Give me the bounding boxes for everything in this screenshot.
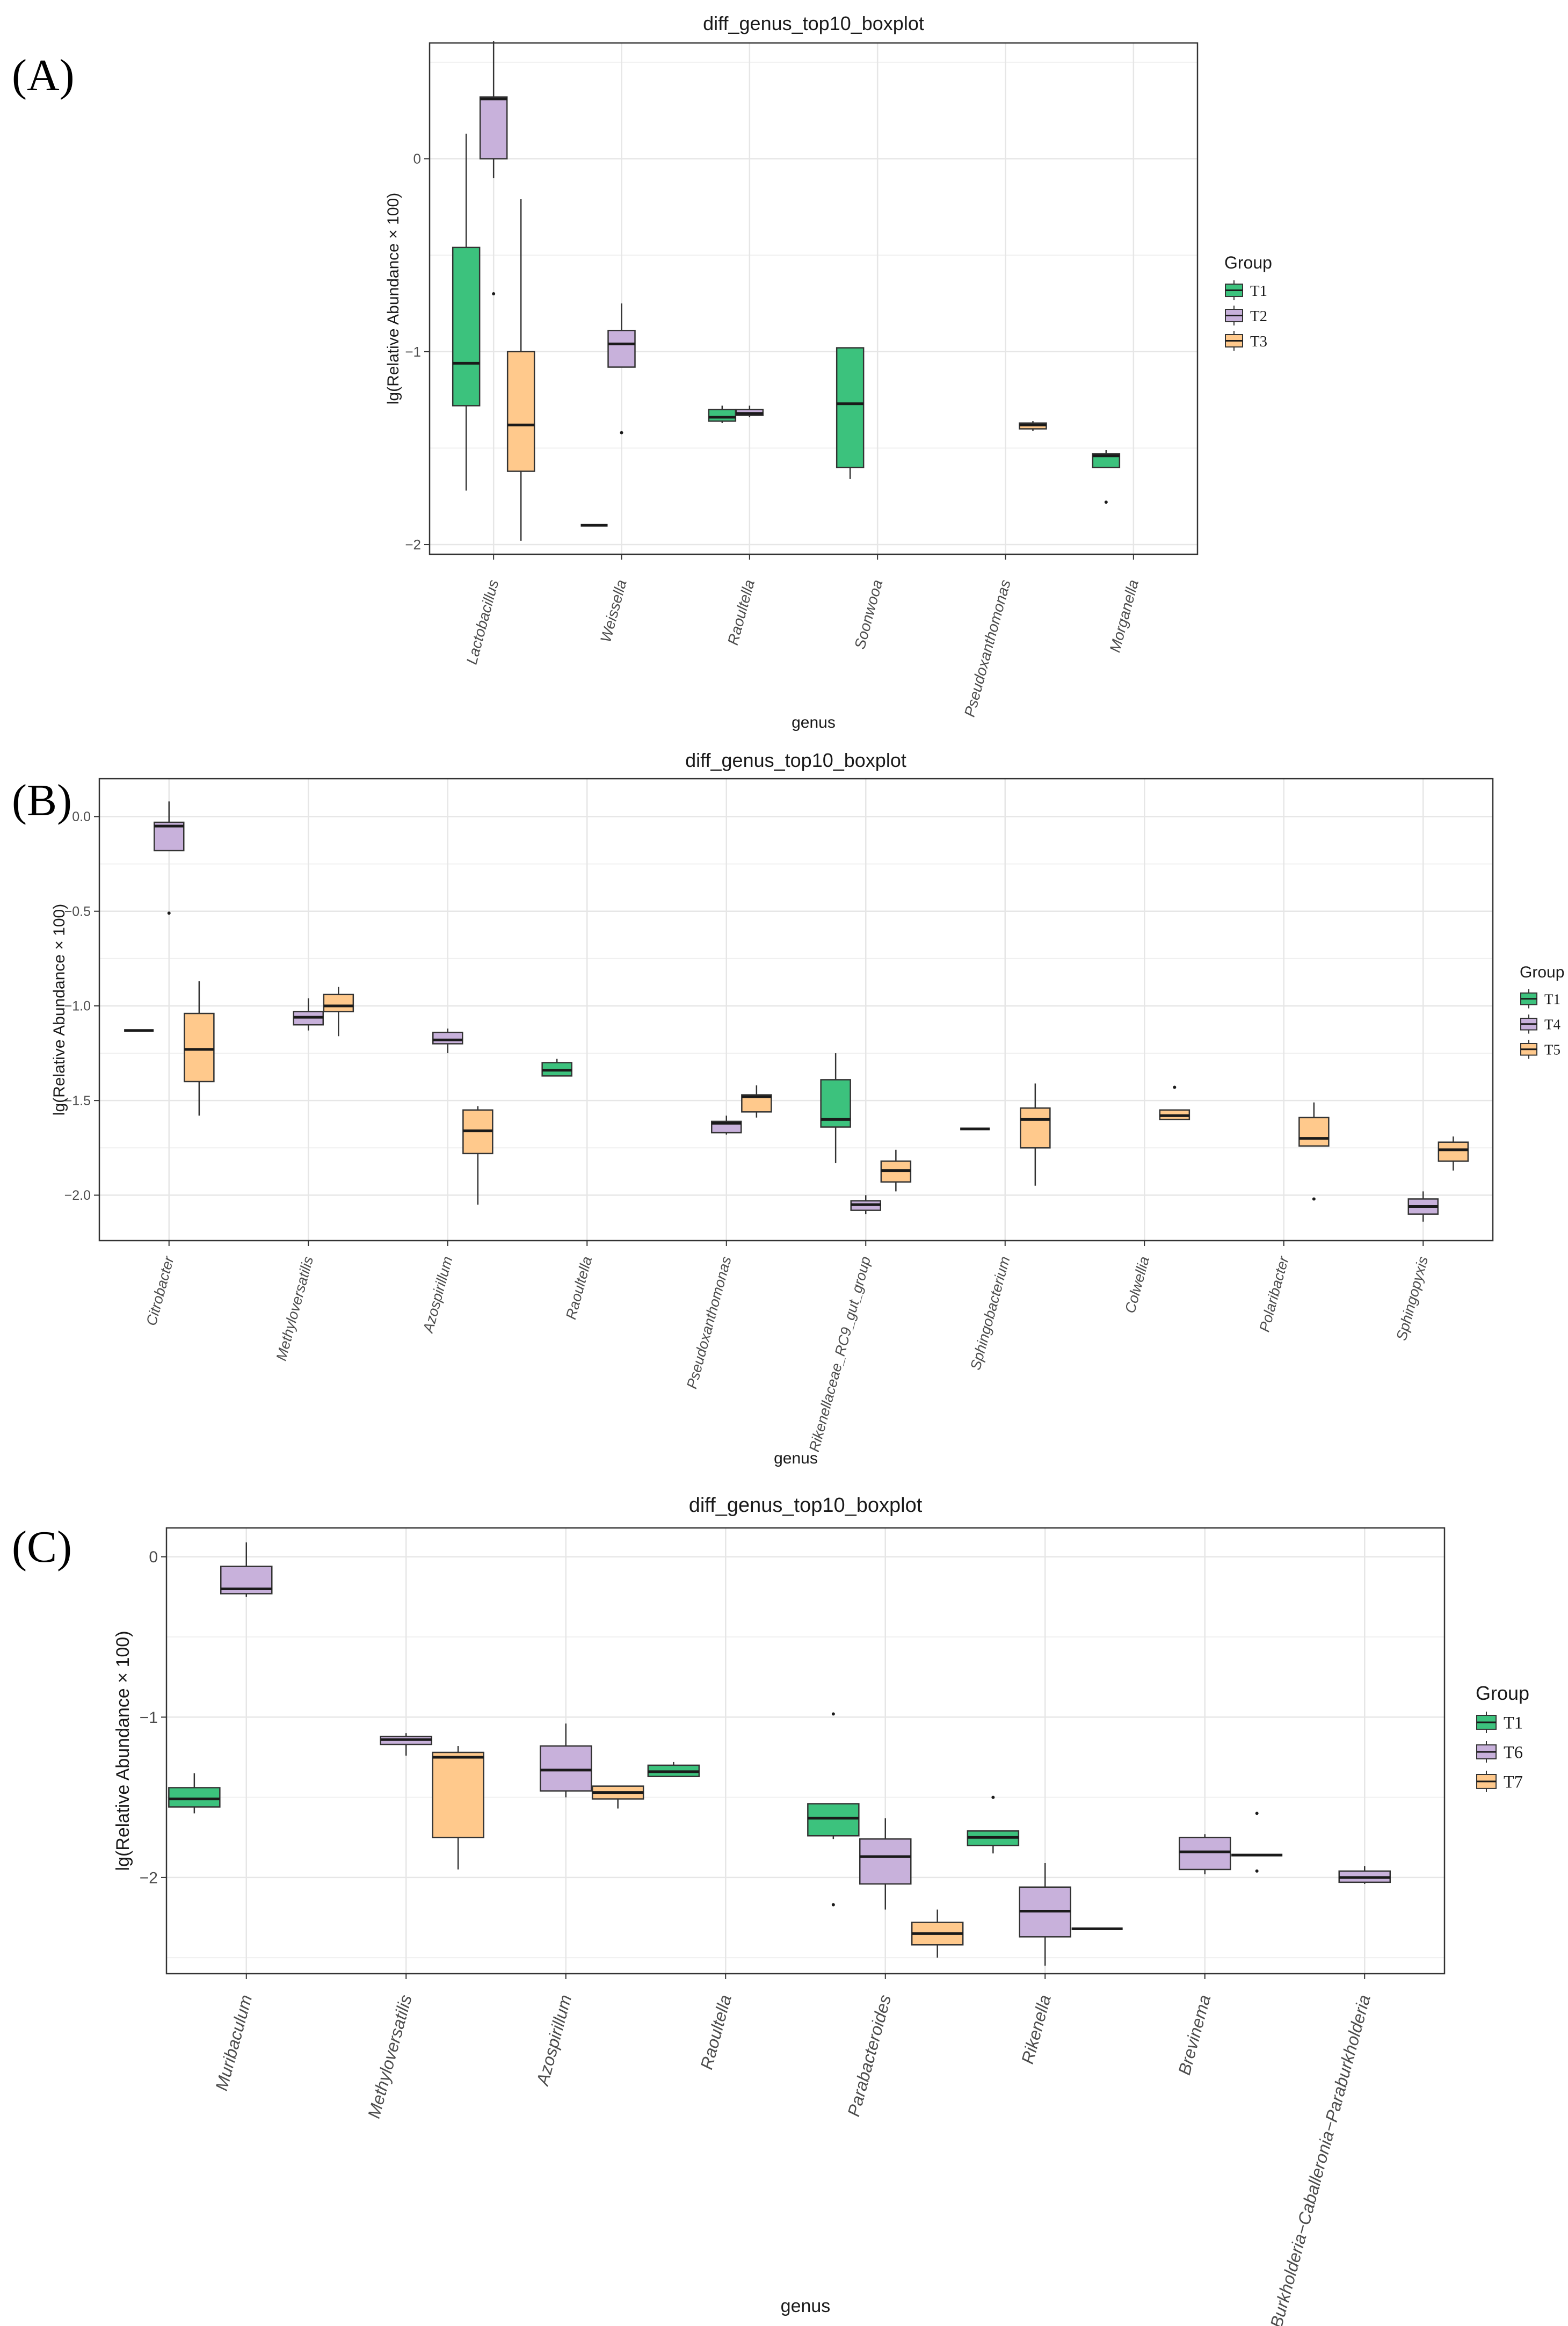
x-tick-label-lactobacillus: Lactobacillus [463, 578, 502, 666]
legend-label-t6: T6 [1504, 1743, 1523, 1762]
x-tick-label-raoultella: Raoultella [724, 578, 758, 647]
legend-title: Group [1476, 1682, 1529, 1704]
y-tick-label: −2 [140, 1869, 158, 1887]
x-tick-label-burkholderia-caballeronia-paraburkholderia: Burkholderia−Caballeronia−Paraburkholder… [1266, 1992, 1374, 2326]
box-citrobacter-t4-outlier [167, 911, 171, 915]
box-lactobacillus-t2 [479, 96, 508, 160]
box-azospirillum-t6 [540, 1745, 592, 1792]
y-tick-label: −1.5 [64, 1093, 91, 1108]
box-lactobacillus-t1 [452, 247, 481, 407]
y-tick-label: −2 [405, 537, 421, 553]
chart-a: 0 −1 −2 Lactobacillus Weissella Raoultella Soo… [384, 12, 1272, 731]
box-brevinema-t7-outlier [1255, 1869, 1259, 1873]
box-raoultella-t1 [708, 409, 737, 422]
box-citrobacter-t5 [184, 1012, 215, 1083]
x-tick-label-raoultella: Raoultella [696, 1992, 735, 2071]
legend-label-t7: T7 [1504, 1772, 1523, 1792]
x-tick-label-polaribacter: Polaribacter [1256, 1254, 1292, 1334]
x-tick-label-parabacteroides: Parabacteroides [844, 1992, 895, 2118]
box-lactobacillus-t2-outlier [492, 292, 496, 296]
legend-label-t4: T4 [1544, 1016, 1560, 1032]
legend-label-t1: T1 [1250, 282, 1267, 300]
y-tick-label: −1.0 [64, 999, 91, 1014]
x-tick-label-rikenella: Rikenella [1018, 1992, 1055, 2066]
plot-background [166, 1528, 1444, 1974]
box-parabacteroides-t1-outlier [831, 1903, 835, 1907]
x-tick-label-pseudoxanthomonas: Pseudoxanthomonas [961, 578, 1014, 719]
legend-label-t5: T5 [1544, 1041, 1560, 1057]
y-axis-label: lg(Relative Abundance × 100) [50, 904, 68, 1115]
box-lactobacillus-t3 [506, 351, 535, 472]
plot-border [165, 1527, 1446, 1975]
legend-label-t3: T3 [1250, 333, 1267, 350]
legend-label-t1: T1 [1544, 991, 1560, 1007]
legend-label-t2: T2 [1250, 308, 1267, 325]
x-tick-label-sphingopyxis: Sphingopyxis [1393, 1255, 1432, 1342]
panel-label-c: (C) [12, 1522, 72, 1572]
x-tick-label-rikenellaceae-rc9-gut-group: Rikenellaceae_RC9_gut_group [806, 1255, 874, 1453]
x-tick-label-morganella: Morganella [1106, 578, 1142, 654]
box-colwellia-t5-outlier [1173, 1085, 1177, 1089]
box-sphingobacterium-t5 [1020, 1107, 1051, 1149]
x-tick-label-weissella: Weissella [597, 578, 630, 644]
x-tick-label-colwellia: Colwellia [1122, 1255, 1152, 1315]
box-parabacteroides-t1-outlier [831, 1712, 835, 1716]
x-tick-label-azospirillum: Azospirillum [532, 1992, 575, 2088]
chart-title: diff_genus_top10_boxplot [689, 1494, 923, 1517]
y-tick-label: −1 [140, 1709, 158, 1727]
box-parabacteroides-t1 [807, 1803, 860, 1837]
x-tick-label-citrobacter: Citrobacter [143, 1254, 177, 1327]
box-methyloversatilis-t5 [323, 994, 354, 1012]
x-tick-label-raoultella: Raoultella [563, 1255, 595, 1321]
box-weissella-t2 [607, 330, 636, 368]
panel-label-a: (A) [12, 50, 75, 100]
y-tick-label: −2.0 [64, 1188, 91, 1203]
chart-b: 0.0 −0.5 −1.0 −1.5 −2.0 Citrobacter Methylover… [50, 749, 1564, 1467]
x-tick-label-methyloversatilis: Methyloversatilis [364, 1992, 416, 2120]
box-parabacteroides-t6 [859, 1838, 912, 1885]
box-brevinema-t6 [1179, 1836, 1231, 1871]
box-muribaculum-t1 [168, 1787, 221, 1808]
x-tick-label-pseudoxanthomonas: Pseudoxanthomonas [684, 1255, 735, 1390]
box-polaribacter-t5-outlier [1312, 1197, 1316, 1201]
y-tick-label: 0 [149, 1548, 158, 1566]
box-polaribacter-t5 [1298, 1117, 1330, 1147]
plot-border [429, 42, 1199, 555]
x-tick-label-methyloversatilis: Methyloversatilis [273, 1255, 317, 1363]
y-tick-label: 0 [413, 151, 421, 167]
x-axis-label: genus [781, 2296, 831, 2316]
x-tick-label-azospirillum: Azospirillum [420, 1255, 456, 1335]
x-tick-label-soonwooa: Soonwooa [851, 578, 885, 651]
x-tick-label-brevinema: Brevinema [1174, 1992, 1214, 2077]
chart-title: diff_genus_top10_boxplot [703, 12, 924, 34]
chart-title: diff_genus_top10_boxplot [685, 749, 906, 771]
y-tick-label: −1 [405, 344, 421, 360]
panel-label-b: (B) [12, 776, 72, 825]
box-sphingopyxis-t5 [1438, 1141, 1469, 1162]
chart-c: 0 −1 −2 Muribaculum Methyloversatilis Azospir… [113, 1494, 1529, 2326]
box-brevinema-t7-outlier [1255, 1811, 1259, 1815]
box-methyloversatilis-t7 [432, 1751, 484, 1838]
y-axis-label: lg(Relative Abundance × 100) [384, 193, 402, 404]
legend-label-t1: T1 [1504, 1713, 1523, 1733]
box-rikenella-t1-outlier [991, 1795, 995, 1799]
y-tick-label: −0.5 [64, 904, 91, 919]
legend-title: Group [1224, 253, 1272, 272]
box-morganella-t1-outlier [1104, 501, 1108, 504]
x-axis-label: genus [774, 1450, 818, 1467]
y-tick-label: 0.0 [72, 809, 91, 824]
x-axis-label: genus [792, 714, 836, 731]
y-axis-label: lg(Relative Abundance × 100) [113, 1631, 133, 1871]
x-tick-label-sphingobacterium: Sphingobacterium [967, 1255, 1013, 1372]
plot-border [98, 778, 1494, 1242]
plot-background [430, 43, 1197, 554]
box-azospirillum-t4 [432, 1032, 463, 1045]
legend-title: Group [1520, 963, 1564, 981]
x-tick-label-muribaculum: Muribaculum [212, 1992, 256, 2092]
box-soonwooa-t1 [836, 347, 865, 468]
box-weissella-t2-outlier [620, 431, 623, 434]
